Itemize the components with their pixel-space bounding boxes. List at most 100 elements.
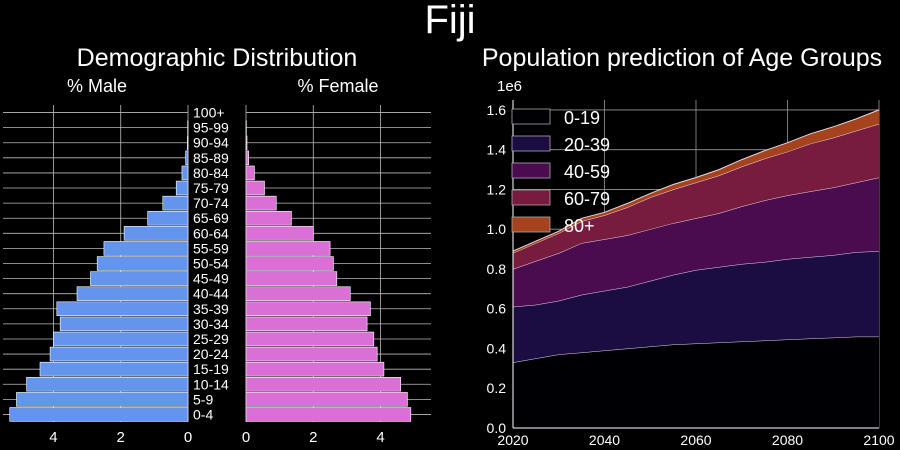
male-x-tick-label: 4	[49, 429, 57, 446]
legend-label: 40-59	[564, 162, 610, 182]
area-y-tick-label: 0.8	[487, 261, 507, 277]
age-group-label: 80-84	[193, 165, 229, 181]
legend-label: 0-19	[564, 108, 600, 128]
female-axis-title: % Female	[297, 76, 378, 96]
age-group-label: 50-54	[193, 256, 229, 272]
area-y-tick-label: 1.0	[487, 221, 507, 237]
female-x-tick-label: 2	[309, 429, 317, 446]
age-group-label: 25-29	[193, 331, 229, 347]
male-bar	[39, 361, 189, 377]
area-x-tick-label: 2100	[863, 432, 894, 448]
area-y-tick-label: 1.4	[487, 142, 507, 158]
male-bar	[96, 256, 189, 271]
female-bar	[245, 346, 378, 362]
male-bar	[162, 195, 189, 211]
age-group-label: 10-14	[193, 376, 229, 392]
area-y-tick-label: 0.4	[487, 340, 507, 356]
female-bar	[245, 150, 249, 166]
female-bar	[245, 361, 385, 377]
area-legend: 0-19 20-39 40-59 60-79 80+	[511, 108, 610, 236]
male-bar	[76, 286, 189, 301]
female-bar	[245, 180, 265, 196]
male-bar	[181, 165, 189, 181]
male-x-tick-label: 0	[184, 429, 192, 446]
age-group-label: 70-74	[193, 195, 229, 211]
female-bar	[245, 210, 292, 226]
female-bar	[245, 407, 412, 422]
male-bars-panel: 0 2 4	[3, 105, 192, 446]
female-bar	[245, 241, 331, 256]
area-chart-panel: 0.0 0.2 0.4 0.6 0.8 1.0 1.2 1.4 1.6 2020 2040 2060 2…	[487, 100, 895, 448]
age-group-label: 65-69	[193, 210, 229, 226]
female-bar	[245, 135, 248, 150]
area-y-tick-label: 0.2	[487, 380, 507, 396]
area-x-tick-label: 2020	[497, 432, 528, 448]
female-bar	[245, 165, 255, 181]
male-bar	[175, 180, 189, 196]
female-bar	[245, 195, 277, 211]
legend-swatch	[511, 108, 551, 125]
female-bar	[245, 226, 314, 241]
female-x-tick-label: 0	[242, 429, 250, 446]
age-group-label: 100+	[193, 105, 225, 121]
female-bar	[245, 331, 375, 347]
area-series-80+	[513, 109, 879, 254]
age-group-label: 60-64	[193, 225, 229, 241]
age-group-label: 20-24	[193, 346, 229, 362]
age-group-label: 15-19	[193, 361, 229, 377]
male-bar	[56, 301, 189, 317]
female-bar	[245, 377, 402, 392]
area-chart-title: Population prediction of Age Groups	[482, 44, 882, 72]
area-series-0-19	[513, 336, 879, 428]
age-group-labels: 0-45-910-1415-1920-2425-2930-3435-3940-4…	[193, 105, 229, 423]
area-series-60-79	[513, 123, 879, 270]
male-bar	[9, 407, 189, 422]
age-group-label: 75-79	[193, 180, 229, 196]
legend-swatch	[511, 135, 551, 152]
age-group-label: 45-49	[193, 271, 229, 287]
female-bar	[245, 316, 368, 332]
male-bar	[90, 271, 189, 286]
legend-label: 20-39	[564, 135, 610, 155]
female-bar	[245, 392, 408, 407]
age-group-label: 0-4	[193, 406, 213, 422]
female-bars-panel: 0 2 4	[242, 105, 431, 446]
male-bar	[187, 135, 189, 150]
area-x-tick-label: 2080	[772, 432, 803, 448]
legend-label: 60-79	[564, 189, 610, 209]
female-bar	[245, 286, 351, 301]
male-x-tick-label: 2	[117, 429, 125, 446]
male-bar	[53, 331, 189, 347]
male-bar	[49, 346, 189, 362]
age-group-label: 85-89	[193, 150, 229, 166]
figure-title: Fiji	[424, 0, 475, 42]
male-bar	[16, 392, 189, 407]
male-bar	[185, 150, 189, 166]
age-group-label: 30-34	[193, 316, 229, 332]
legend-swatch	[511, 162, 551, 179]
area-y-tick-label: 1.6	[487, 102, 507, 118]
y-axis-scale-label: 1e6	[497, 78, 522, 95]
male-bar	[123, 226, 189, 241]
male-bar	[147, 210, 189, 226]
age-group-label: 5-9	[193, 391, 213, 407]
area-series-20-39	[513, 251, 879, 363]
area-series-edge	[512, 109, 880, 252]
female-bar	[245, 256, 334, 271]
female-bar	[245, 301, 371, 317]
male-bar	[59, 316, 189, 332]
legend-swatch	[511, 189, 551, 206]
legend-swatch	[511, 216, 551, 233]
age-group-label: 55-59	[193, 240, 229, 256]
age-group-label: 35-39	[193, 301, 229, 317]
area-series-40-59	[513, 177, 879, 307]
area-y-tick-label: 0.0	[487, 420, 507, 436]
male-axis-title: % Male	[67, 76, 127, 96]
age-group-label: 40-44	[193, 286, 229, 302]
female-bar	[245, 271, 338, 286]
female-x-tick-label: 4	[376, 429, 384, 446]
area-x-tick-label: 2040	[589, 432, 620, 448]
legend-label: 80+	[564, 216, 595, 236]
male-bar	[26, 377, 189, 392]
